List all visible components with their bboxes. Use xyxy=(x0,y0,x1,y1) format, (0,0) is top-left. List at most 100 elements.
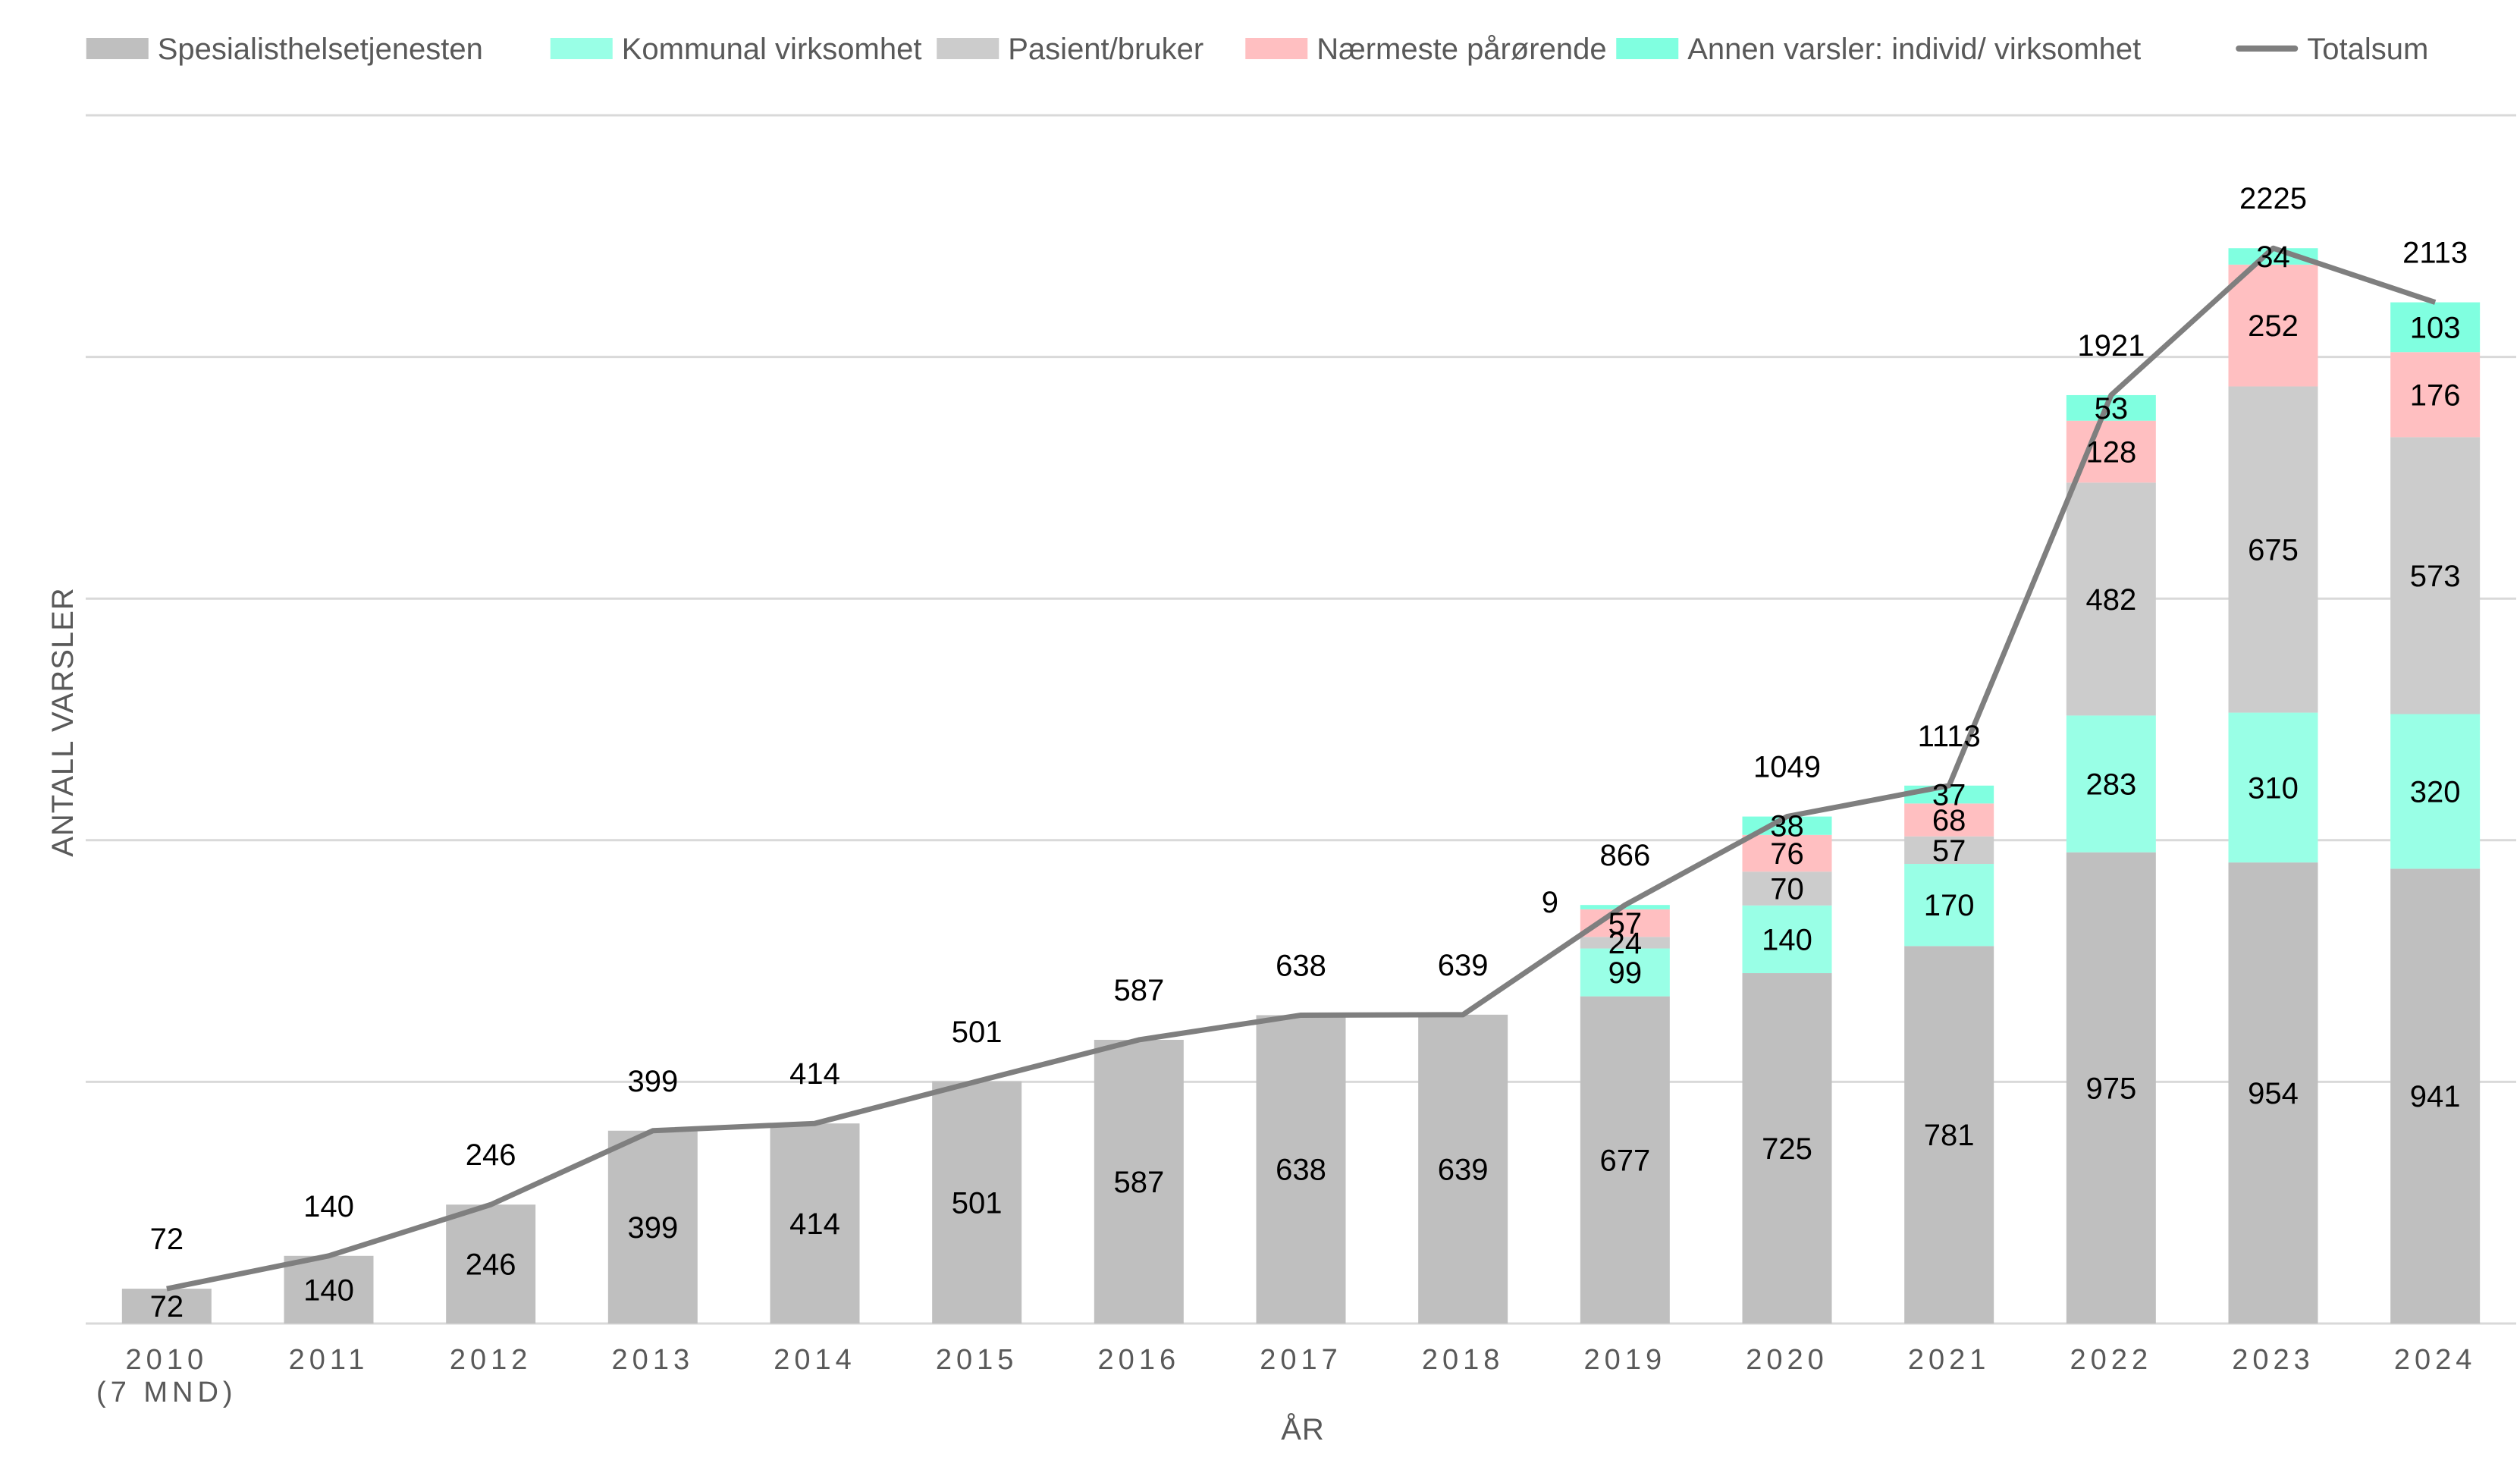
total-value-label: 246 xyxy=(466,1138,516,1172)
bar-segment xyxy=(2390,302,2481,353)
axes: ÅR ANTALL VARSLER 2010(7 MND) 2011 2012 201… xyxy=(46,587,2477,1446)
x-tick-label: 2019 xyxy=(1584,1344,1667,1376)
legend-swatch xyxy=(937,38,1000,59)
bar-segment xyxy=(2228,248,2318,265)
legend-label: Annen varsler: individ/ virksomhet xyxy=(1687,33,2141,66)
segment-value-label: 170 xyxy=(1924,889,1975,922)
segment-value-label: 9 xyxy=(1542,886,1558,919)
bar-segment xyxy=(2066,852,2156,1324)
bar-segment xyxy=(1904,836,1994,865)
bar-segment xyxy=(1904,864,1994,947)
bars xyxy=(121,248,2481,1324)
x-tick-label: 2020 xyxy=(1746,1344,1828,1376)
bar-segment xyxy=(607,1130,698,1324)
legend-label: Spesialisthelsetjenesten xyxy=(158,33,483,66)
segment-value-label: 246 xyxy=(466,1248,516,1282)
x-tick-sublabel: (7 MND) xyxy=(96,1377,237,1408)
legend-label: Totalsum xyxy=(2307,33,2428,66)
total-value-label: 414 xyxy=(789,1057,840,1091)
total-value-label: 2113 xyxy=(2402,237,2468,270)
legend-item: Annen varsler: individ/ virksomhet xyxy=(1616,33,2141,66)
legend-swatch xyxy=(86,38,149,59)
total-value-label: 140 xyxy=(303,1190,354,1223)
y-axis-title: ANTALL VARSLER xyxy=(46,587,80,857)
segment-value-label: 38 xyxy=(1770,810,1804,843)
bar-segment xyxy=(1742,871,1832,906)
total-value-label: 2225 xyxy=(2239,182,2307,215)
bar-segment xyxy=(2228,386,2318,713)
legend-label: Pasient/bruker xyxy=(1008,33,1204,66)
segment-value-label: 639 xyxy=(1438,1153,1489,1186)
total-line xyxy=(166,245,2437,1292)
segment-value-label: 638 xyxy=(1276,1154,1326,1187)
total-value-label: 866 xyxy=(1599,839,1650,872)
x-tick-label: 2024 xyxy=(2394,1344,2477,1376)
total-value-label: 72 xyxy=(150,1223,184,1256)
bar-segment xyxy=(770,1123,860,1324)
segment-value-label: 252 xyxy=(2248,309,2299,343)
legend-swatch xyxy=(1616,38,1679,59)
segment-value-label: 675 xyxy=(2248,534,2299,567)
segment-value-label: 781 xyxy=(1924,1119,1975,1152)
bar-segment xyxy=(1418,1014,1508,1324)
segment-value-label: 176 xyxy=(2410,378,2461,412)
segment-value-label: 501 xyxy=(952,1186,1003,1220)
x-tick-label: 2023 xyxy=(2232,1344,2314,1376)
segment-value-label: 24 xyxy=(1608,927,1643,960)
bar-segment xyxy=(2228,712,2318,863)
segment-value-label: 53 xyxy=(2095,392,2129,425)
segment-value-label: 103 xyxy=(2410,311,2461,344)
x-tick-label: 2022 xyxy=(2070,1344,2153,1376)
segment-value-label: 587 xyxy=(1113,1166,1164,1199)
legend-item: Spesialisthelsetjenesten xyxy=(86,33,483,66)
segment-value-label: 57 xyxy=(1608,907,1643,940)
total-value-label: 1113 xyxy=(1918,720,1981,753)
segment-value-label: 57 xyxy=(1932,834,1966,868)
bar-segment xyxy=(284,1255,374,1324)
total-value-label: 501 xyxy=(952,1016,1003,1049)
segment-value-label: 954 xyxy=(2248,1077,2299,1110)
total-value-label: 1921 xyxy=(2077,329,2145,363)
x-tick-label: 2011 xyxy=(289,1344,369,1376)
segment-value-label: 414 xyxy=(789,1207,840,1241)
legend-swatch xyxy=(550,38,613,59)
segment-value-label: 68 xyxy=(1932,804,1966,837)
segment-value-label: 37 xyxy=(1932,779,1966,812)
legend-swatch xyxy=(1245,38,1308,59)
bar-segment xyxy=(1580,996,1670,1324)
bar-segment xyxy=(2390,437,2481,714)
legend-item: Kommunal virksomhet xyxy=(550,33,921,66)
x-tick-label: 2012 xyxy=(450,1344,532,1376)
bar-segment xyxy=(1904,803,1994,837)
x-tick-label: 2021 xyxy=(1908,1344,1991,1376)
bar-segment xyxy=(2390,714,2481,869)
x-tick-label: 2013 xyxy=(612,1344,695,1376)
total-value-label: 639 xyxy=(1438,949,1489,982)
bar-segment xyxy=(2066,482,2156,716)
bar-segment xyxy=(2390,868,2481,1324)
bar-segment xyxy=(1904,946,1994,1324)
legend-item: Nærmeste pårørende xyxy=(1245,33,1607,66)
segment-value-label: 399 xyxy=(627,1211,678,1245)
segment-value-label: 72 xyxy=(150,1290,184,1324)
bar-segment xyxy=(121,1289,212,1324)
bar-segment xyxy=(1742,973,1832,1324)
x-tick-label: 2010 xyxy=(126,1344,209,1376)
total-value-label: 399 xyxy=(627,1065,678,1098)
x-tick-label: 2014 xyxy=(774,1344,856,1376)
segment-value-label: 76 xyxy=(1770,837,1804,871)
x-tick-label: 2018 xyxy=(1422,1344,1505,1376)
x-tick-label: 2015 xyxy=(936,1344,1018,1376)
segment-value-label: 310 xyxy=(2248,771,2299,805)
segment-value-label: 725 xyxy=(1762,1132,1812,1166)
legend-item: Pasient/bruker xyxy=(937,33,1204,66)
segment-value-label: 128 xyxy=(2085,435,2136,469)
bar-segment xyxy=(2228,264,2318,387)
x-tick-label: 2016 xyxy=(1098,1344,1181,1376)
x-axis-title: ÅR xyxy=(1281,1412,1325,1446)
legend: Spesialisthelsetjenesten Kommunal virksom… xyxy=(86,33,2428,66)
segment-value-label: 573 xyxy=(2410,560,2461,593)
total-value-label: 587 xyxy=(1113,974,1164,1007)
